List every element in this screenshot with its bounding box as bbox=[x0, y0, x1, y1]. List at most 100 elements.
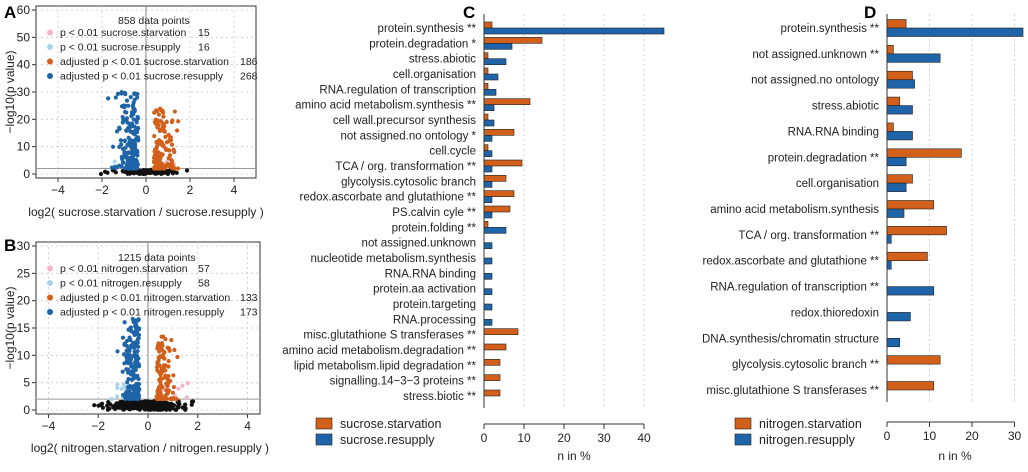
data-point bbox=[132, 108, 137, 113]
data-point bbox=[131, 112, 136, 117]
y-tick-label: 10 bbox=[17, 348, 31, 362]
category-label: nucleotide metabolism.synthesis bbox=[310, 253, 476, 265]
bar-resupply bbox=[483, 150, 493, 157]
data-point bbox=[159, 368, 165, 373]
data-point bbox=[153, 171, 158, 176]
category-label: misc.glutathione S transferases ** bbox=[706, 385, 879, 397]
panel-d: D protein.synthesis ** not assigned.unkno… bbox=[702, 3, 1024, 463]
panel-label-b: B bbox=[4, 236, 16, 255]
legend-label: p < 0.01 nitrogen.starvation bbox=[60, 263, 188, 275]
category-label: DNA.synthesis/chromatin structure bbox=[702, 333, 879, 345]
x-tick-label: 0 bbox=[143, 183, 150, 197]
bar-starvation bbox=[886, 148, 962, 158]
data-point bbox=[133, 323, 138, 329]
bar-starvation bbox=[483, 374, 501, 381]
data-point bbox=[136, 395, 141, 400]
data-point bbox=[92, 403, 97, 408]
data-point bbox=[174, 170, 179, 175]
data-point bbox=[131, 396, 136, 401]
data-point bbox=[126, 402, 131, 407]
bar-starvation bbox=[483, 328, 519, 335]
data-point bbox=[136, 326, 142, 331]
y-tick-label: 30 bbox=[17, 239, 31, 253]
bar-resupply bbox=[483, 303, 493, 311]
legend-d: nitrogen.starvation nitrogen.resupply bbox=[734, 417, 862, 447]
data-point bbox=[134, 136, 139, 141]
data-point bbox=[120, 369, 125, 374]
bar-resupply bbox=[886, 286, 935, 296]
data-point bbox=[131, 117, 137, 122]
data-point bbox=[118, 138, 123, 143]
data-point bbox=[123, 92, 128, 97]
data-point bbox=[162, 166, 167, 171]
data-point bbox=[131, 159, 137, 164]
panel-label-d: D bbox=[864, 3, 876, 22]
data-point bbox=[122, 361, 127, 366]
x-tick-label: 30 bbox=[597, 431, 611, 445]
data-point bbox=[124, 128, 129, 133]
bar-resupply bbox=[483, 43, 513, 50]
y-tick-label: 0 bbox=[23, 403, 30, 417]
y-tick-label: 50 bbox=[17, 30, 31, 44]
data-point bbox=[155, 407, 160, 412]
bar-resupply bbox=[886, 260, 892, 270]
data-point bbox=[175, 400, 180, 405]
data-point bbox=[156, 345, 162, 351]
data-point bbox=[135, 91, 140, 97]
data-point bbox=[120, 335, 126, 340]
legend-label: p < 0.01 sucrose.starvation bbox=[60, 27, 187, 39]
legend-count: 133 bbox=[240, 292, 258, 304]
legend-marker bbox=[47, 265, 53, 272]
data-point bbox=[114, 402, 119, 408]
category-label: redox.thioredoxin bbox=[791, 307, 879, 319]
data-point bbox=[124, 98, 130, 103]
category-label: stress.abiotic bbox=[812, 101, 879, 113]
data-point bbox=[105, 407, 110, 412]
category-label: lipid metabolism.lipid degradation ** bbox=[294, 360, 477, 372]
legend-label: adjusted p < 0.01 sucrose.resupply bbox=[60, 71, 224, 83]
legend-count: 57 bbox=[198, 263, 210, 275]
data-point bbox=[121, 392, 126, 398]
bar-resupply bbox=[483, 288, 493, 295]
data-point bbox=[135, 153, 140, 158]
data-point bbox=[165, 168, 170, 173]
data-point bbox=[126, 367, 131, 372]
y-tick-label: 15 bbox=[17, 321, 31, 335]
bar-resupply bbox=[886, 105, 913, 115]
data-point bbox=[155, 389, 160, 394]
data-point bbox=[148, 400, 153, 405]
bar-resupply bbox=[483, 58, 507, 65]
y-tick-label: 25 bbox=[17, 266, 31, 280]
legend-marker bbox=[47, 309, 53, 315]
data-point bbox=[160, 334, 166, 339]
bar-starvation bbox=[483, 98, 531, 105]
data-point bbox=[155, 365, 160, 370]
title-b: 1215 data points bbox=[118, 252, 196, 264]
category-label: cell.organisation bbox=[796, 178, 879, 190]
data-point bbox=[154, 149, 159, 154]
data-point bbox=[162, 350, 167, 355]
x-tick-label: 4 bbox=[244, 419, 251, 433]
legend-label: nitrogen.starvation bbox=[759, 417, 862, 431]
data-point bbox=[171, 170, 176, 175]
data-point bbox=[171, 384, 176, 390]
data-point bbox=[115, 385, 120, 390]
data-point bbox=[124, 352, 130, 357]
bar-starvation bbox=[886, 19, 907, 29]
y-tick-label: 5 bbox=[23, 376, 30, 390]
data-point bbox=[159, 153, 165, 158]
data-point bbox=[115, 394, 120, 399]
legend-marker bbox=[47, 294, 53, 301]
category-label: amino acid metabolism.degradation ** bbox=[282, 345, 476, 357]
data-point bbox=[124, 164, 129, 169]
x-tick-label: 20 bbox=[557, 431, 571, 445]
y-tick-label: 10 bbox=[17, 140, 31, 154]
bar-resupply bbox=[483, 273, 493, 280]
bar-resupply bbox=[483, 27, 665, 35]
data-point bbox=[133, 353, 138, 358]
data-point bbox=[168, 378, 173, 384]
data-point bbox=[164, 119, 169, 125]
category-label: cell.organisation bbox=[393, 69, 476, 81]
category-label: protein.synthesis ** bbox=[781, 23, 880, 35]
data-point bbox=[172, 109, 177, 114]
